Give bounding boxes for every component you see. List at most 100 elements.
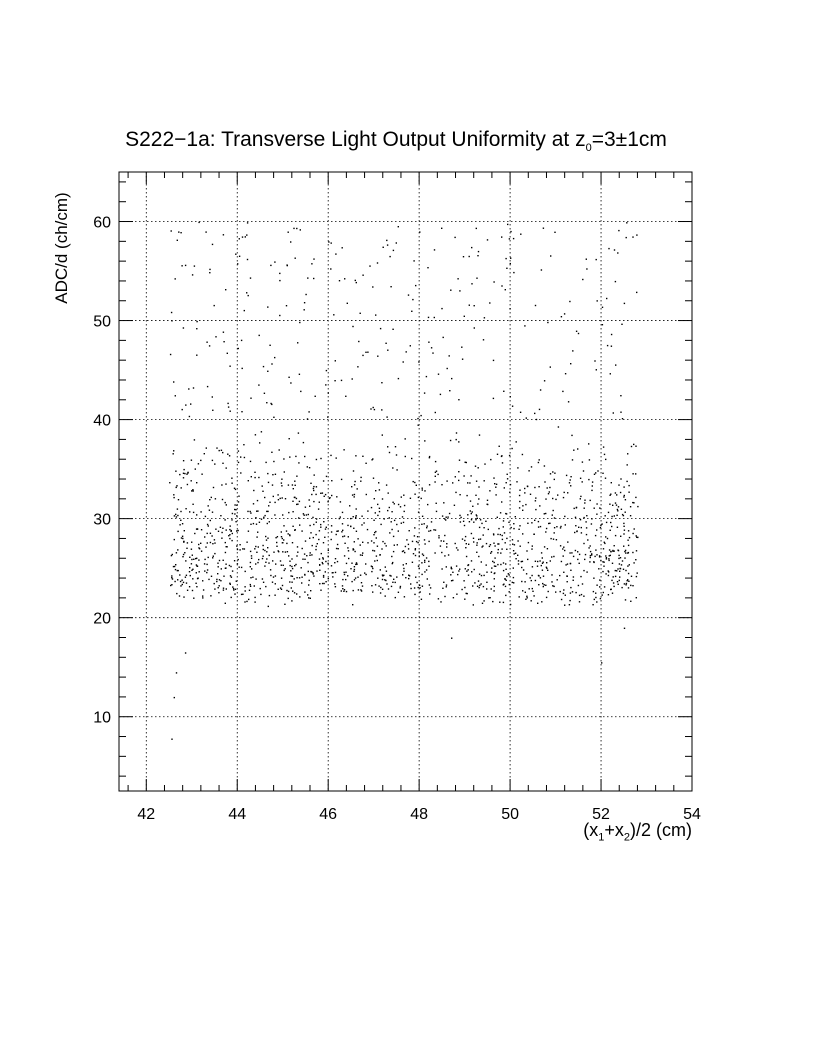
data-point xyxy=(612,582,615,584)
data-point xyxy=(297,503,299,505)
data-point xyxy=(235,580,237,582)
data-point xyxy=(405,577,407,579)
data-point xyxy=(452,571,454,573)
data-point xyxy=(441,515,444,517)
data-point xyxy=(628,491,630,493)
data-point xyxy=(200,529,203,531)
data-point xyxy=(623,529,626,531)
data-point xyxy=(353,566,356,568)
data-point xyxy=(236,515,238,517)
data-point xyxy=(559,590,561,593)
data-point xyxy=(513,523,515,525)
data-point xyxy=(262,365,265,368)
data-point xyxy=(421,573,423,576)
data-point xyxy=(330,242,332,244)
data-point xyxy=(204,515,207,518)
data-point xyxy=(385,545,387,547)
data-point xyxy=(573,449,575,451)
data-point xyxy=(545,566,548,568)
data-point xyxy=(238,238,240,240)
data-point xyxy=(552,538,555,540)
data-point xyxy=(212,409,214,411)
data-point xyxy=(359,574,362,576)
data-point xyxy=(515,441,517,443)
data-point xyxy=(210,575,213,577)
data-point xyxy=(225,483,227,485)
data-point xyxy=(229,534,231,536)
data-point xyxy=(303,302,306,304)
data-point xyxy=(606,344,609,347)
data-point xyxy=(574,516,577,518)
data-point xyxy=(372,477,375,479)
data-point xyxy=(430,347,433,349)
data-point xyxy=(339,501,342,503)
data-point xyxy=(562,548,564,550)
data-point xyxy=(209,519,211,522)
data-point xyxy=(421,523,423,525)
data-point xyxy=(374,512,376,514)
data-point xyxy=(548,491,550,493)
data-point xyxy=(538,584,540,586)
data-point xyxy=(449,390,451,392)
data-point xyxy=(189,567,191,569)
data-point xyxy=(465,555,468,558)
data-point xyxy=(189,556,191,558)
data-point xyxy=(585,521,587,523)
data-point xyxy=(589,554,592,557)
data-point xyxy=(181,579,183,581)
data-point xyxy=(173,515,176,517)
data-point xyxy=(282,514,284,516)
data-point xyxy=(595,472,597,474)
data-point xyxy=(186,483,189,486)
data-point xyxy=(441,307,443,310)
data-point xyxy=(272,560,274,562)
data-point xyxy=(296,227,298,230)
data-point xyxy=(307,561,309,564)
data-point xyxy=(304,540,307,542)
data-point xyxy=(481,522,483,525)
data-point xyxy=(435,502,437,504)
data-point xyxy=(308,579,310,582)
data-point xyxy=(459,494,461,496)
data-point xyxy=(312,572,314,574)
data-point xyxy=(430,521,433,523)
data-point xyxy=(352,589,354,592)
data-point xyxy=(180,487,182,489)
data-point xyxy=(464,539,466,542)
data-point xyxy=(527,541,530,544)
data-point xyxy=(254,434,257,436)
data-point xyxy=(525,598,527,600)
data-point xyxy=(345,578,347,581)
data-point xyxy=(274,473,277,475)
data-point xyxy=(274,356,276,359)
data-point xyxy=(404,545,407,548)
data-point xyxy=(612,504,614,506)
data-point xyxy=(327,501,329,503)
data-point xyxy=(240,339,243,342)
data-point xyxy=(475,519,477,521)
data-point xyxy=(611,562,614,564)
data-point xyxy=(459,514,461,517)
data-point xyxy=(460,516,462,519)
data-point xyxy=(203,453,205,455)
data-point xyxy=(258,334,260,337)
x-tick-label: 42 xyxy=(137,806,155,823)
data-point xyxy=(186,547,188,549)
data-point xyxy=(410,583,412,585)
data-point xyxy=(211,396,213,398)
data-point xyxy=(209,532,212,534)
data-point xyxy=(209,499,211,501)
data-point xyxy=(372,286,374,288)
data-point xyxy=(392,328,394,330)
data-point xyxy=(616,581,619,583)
data-point xyxy=(538,459,540,461)
data-point xyxy=(266,551,268,553)
data-point xyxy=(348,557,350,560)
data-point xyxy=(235,253,237,255)
data-point xyxy=(494,483,496,485)
data-point xyxy=(239,549,241,551)
data-point xyxy=(463,524,466,527)
data-point xyxy=(189,574,191,577)
data-point xyxy=(630,600,632,602)
data-point xyxy=(339,516,341,518)
